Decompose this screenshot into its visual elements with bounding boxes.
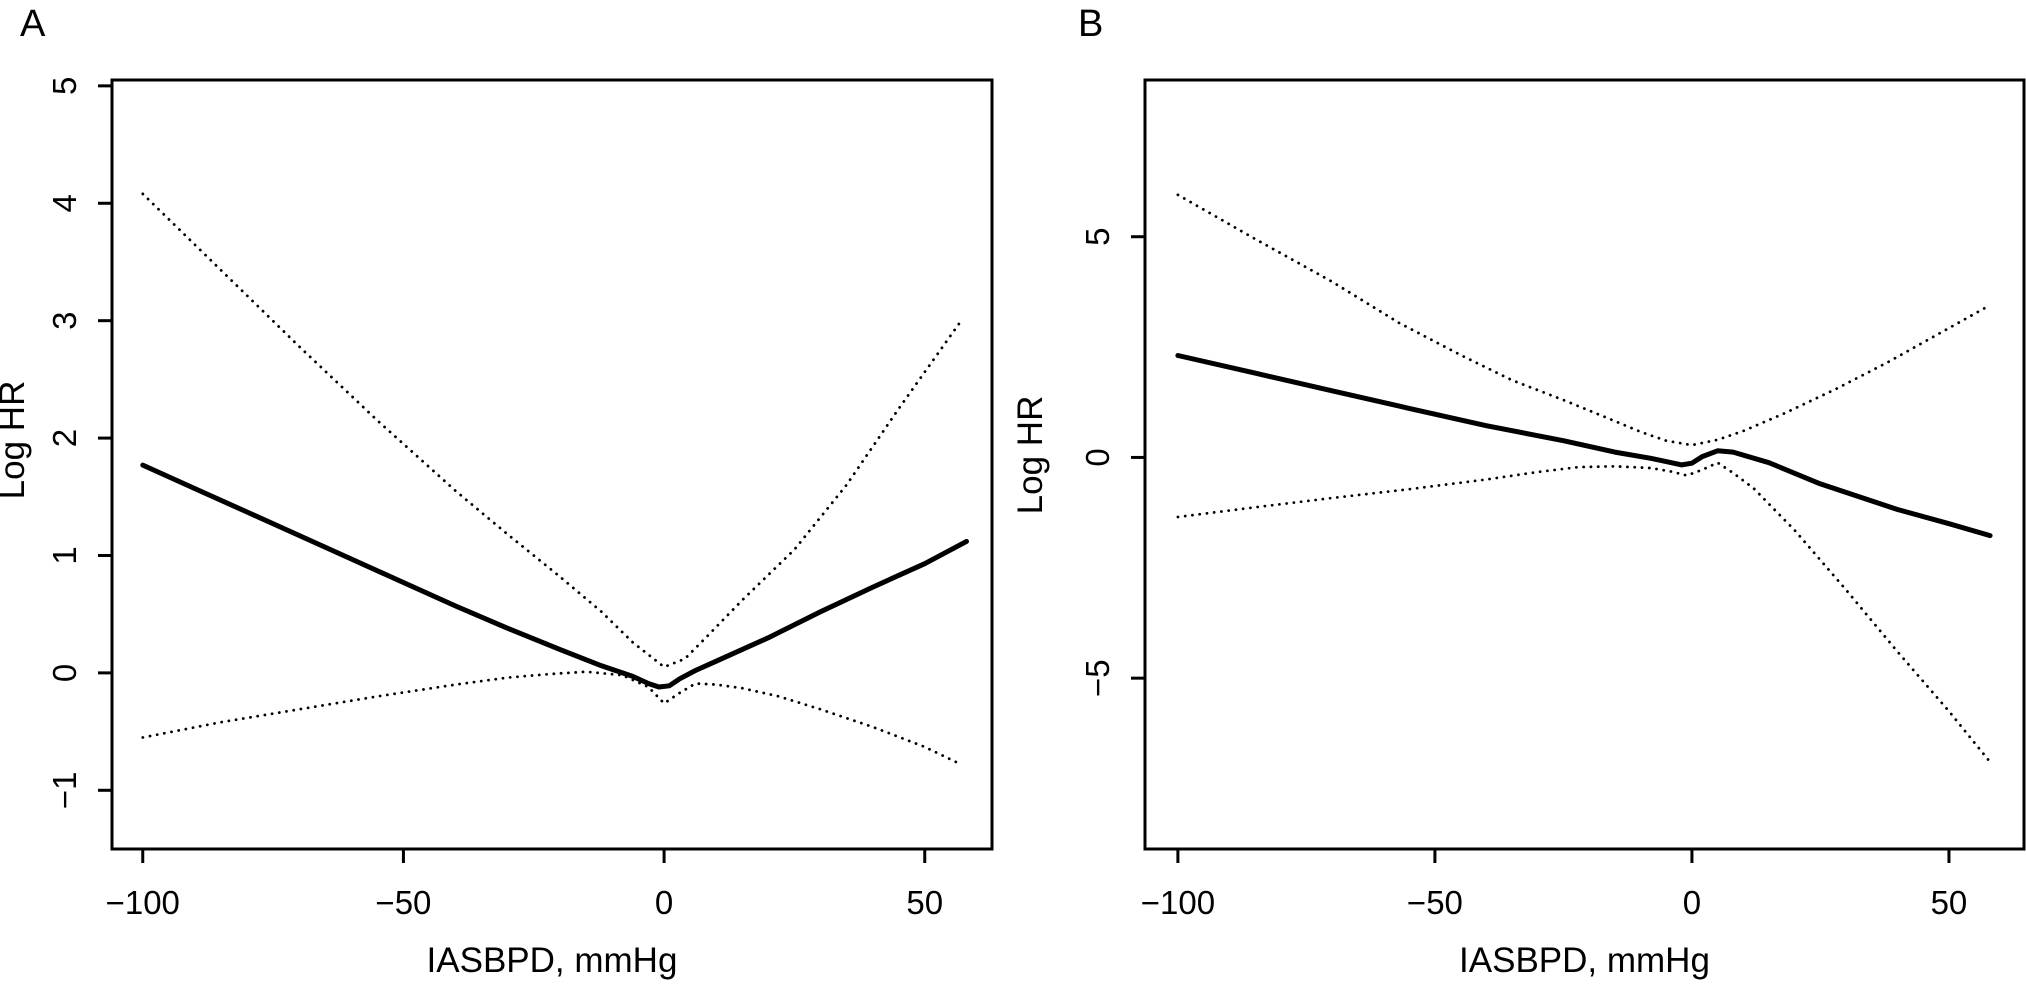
y-tick-label: 0 [46,664,83,682]
x-tick-label: −100 [1141,884,1215,921]
estimate-curve [140,462,969,690]
plot-frame [1143,78,2026,851]
x-tick-label: −50 [375,884,431,921]
x-tick-label: −100 [106,884,180,921]
upper-95ci-curve [1176,193,1992,447]
y-tick-label: −1 [46,771,83,809]
panel-label: B [1078,3,1103,45]
x-axis-title: IASBPD, mmHg [1459,941,1710,980]
y-axis-title: Log HR [1013,396,1050,515]
plot-frame [110,78,994,851]
y-tick-label: 0 [1079,448,1116,466]
y-tick-label: 5 [46,77,83,95]
x-tick-label: 50 [1931,884,1968,921]
panel-a-chart: −100 −50 0 50 −1 0 1 2 3 4 5 A Log HR IASBPD, mmHg [0,3,994,980]
lower-95ci-curve [1176,461,1992,764]
y-tick-label: 5 [1079,228,1116,246]
y-axis-title: Log HR [0,381,32,500]
x-tick-label: 0 [655,884,673,921]
x-tick-label: 50 [906,884,943,921]
upper-95ci-curve [141,192,963,669]
y-tick-label: 2 [46,429,83,447]
panel-b: −100 −50 0 50 −5 0 5 B Log HR IASBPD, mmHg [1013,0,2026,990]
x-tick-label: 0 [1683,884,1701,921]
x-axis-title: IASBPD, mmHg [427,941,678,980]
y-tick-label: 4 [46,194,83,212]
y-tick-label: 3 [46,311,83,329]
y-tick-label: 1 [46,546,83,564]
estimate-curve [1175,353,1993,539]
x-tick-label: −50 [1407,884,1463,921]
y-tick-label: −5 [1079,659,1116,697]
panel-label: A [20,3,46,45]
panel-a: −100 −50 0 50 −1 0 1 2 3 4 5 A Log HR IASBPD, mmHg [0,3,994,980]
lower-95ci-curve [141,670,963,766]
